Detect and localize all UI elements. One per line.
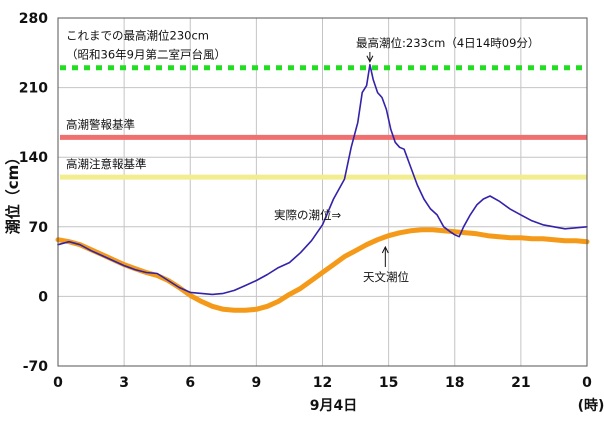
plot-frame (57, 17, 588, 367)
x-axis-unit: (時) (578, 397, 604, 414)
x-axis-title: 9月4日 (310, 398, 357, 414)
x-tick-label: 0 (582, 375, 592, 391)
y-tick-label: 0 (38, 289, 48, 305)
y-tick-label: -70 (23, 359, 49, 375)
peak-arrow-head (366, 55, 374, 63)
y-tick-label: 140 (19, 150, 48, 166)
x-tick-label: 18 (445, 375, 464, 391)
y-tick-label: 280 (19, 11, 48, 27)
x-tick-label: 3 (119, 375, 129, 391)
y-tick-label: 210 (19, 81, 48, 97)
y-axis-title: 潮位（cm） (4, 150, 22, 235)
x-tick-label: 15 (379, 375, 398, 391)
reference-line-label: （昭和36年9月第二室戸台風） (66, 48, 226, 62)
series-layer (55, 63, 590, 313)
x-tick-label: 12 (313, 375, 332, 391)
reference-line-label: これまでの最高潮位230cm (66, 29, 209, 43)
reference-lines: これまでの最高潮位230cm （昭和36年9月第二室戸台風） 高潮警報基準高潮注意報… (60, 29, 587, 180)
annotations: 最高潮位:233cm（4日14時09分） 実際の潮位⇒ 天文潮位 (274, 36, 539, 284)
astro-arrow-head (381, 245, 389, 254)
x-tick-label: 21 (511, 375, 530, 391)
x-tick-label: 9 (252, 375, 262, 391)
plot-border (57, 17, 588, 367)
reference-line-label: 高潮注意報基準 (66, 157, 147, 171)
astronomical-annotation-label: 天文潮位 (363, 270, 409, 284)
observed-annotation-label: 実際の潮位⇒ (274, 208, 341, 222)
reference-line-label: 高潮警報基準 (66, 117, 135, 131)
x-tick-label: 0 (53, 375, 63, 391)
grid-layer (57, 17, 588, 367)
series-line-observed (57, 63, 588, 296)
y-tick-label: 70 (29, 220, 49, 236)
x-tick-label: 6 (185, 375, 195, 391)
peak-annotation-label: 最高潮位:233cm（4日14時09分） (356, 36, 539, 50)
